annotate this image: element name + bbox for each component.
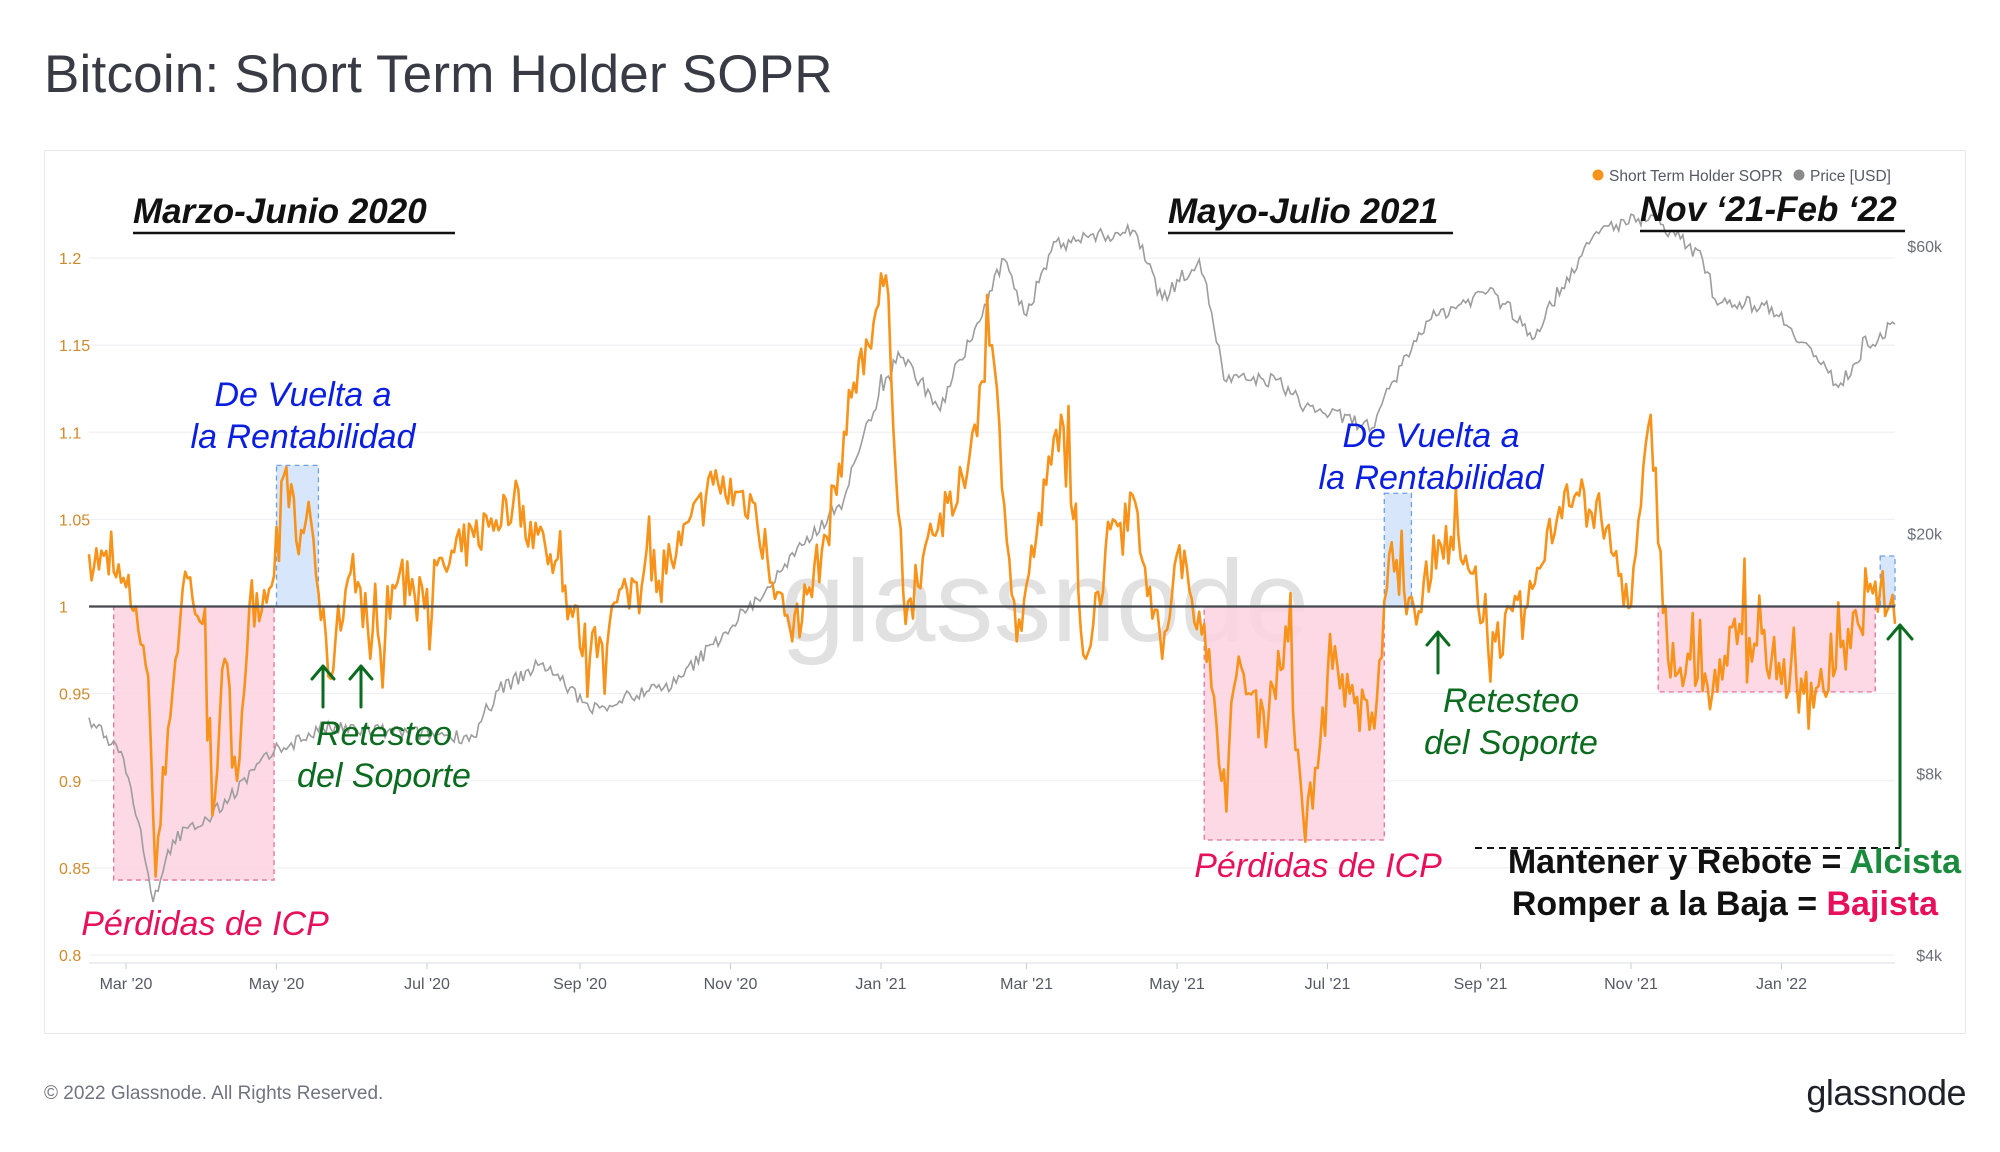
y-left-tick-label: 1.2: [59, 251, 81, 268]
y-left-tick-label: 1.1: [59, 425, 81, 442]
profit-label-2020-line1: De Vuelta a: [214, 376, 391, 414]
y-left-tick-label: 1.05: [59, 512, 90, 529]
x-tick-label: Mar '21: [1000, 976, 1053, 993]
up-arrow-icon: [1886, 623, 1914, 848]
y-left-tick-label: 1.15: [59, 338, 90, 355]
period-header-2022: Nov ‘21-Feb ‘22: [1640, 190, 1897, 229]
x-tick-label: Mar '20: [100, 976, 153, 993]
y-left-tick-label: 0.8: [59, 948, 81, 965]
price-series-line: [88, 212, 1896, 903]
legend-sopr-label: Short Term Holder SOPR: [1609, 168, 1783, 185]
legend[interactable]: Short Term Holder SOPR Price [USD]: [1592, 168, 1891, 185]
y-right-tick-label: $8k: [1916, 767, 1943, 784]
profit-labels: De Vuelta a la Rentabilidad De Vuelta a …: [191, 376, 1545, 497]
x-tick-label: Sep '21: [1454, 976, 1508, 993]
rule2-text: Romper a la Baja =: [1512, 885, 1827, 923]
y-right-tick-label: $4k: [1916, 948, 1943, 965]
y-axis-right: $4k $8k $20k $60k: [1907, 239, 1943, 965]
rules-legend: Mantener y Rebote = Alcista Romper a la …: [1508, 843, 1962, 923]
legend-sopr-dot: [1592, 169, 1604, 181]
x-tick-label: May '21: [1149, 976, 1205, 993]
period-header-2021: Mayo-Julio 2021: [1168, 192, 1438, 231]
rule2-word: Bajista: [1827, 885, 1940, 923]
x-tick-label: Jan '22: [1756, 976, 1807, 993]
profit-label-2020-line2: la Rentabilidad: [191, 418, 417, 456]
y-left-tick-label: 1: [59, 600, 68, 617]
legend-price-label: Price [USD]: [1810, 168, 1891, 185]
sopr-series-line: [87, 272, 1897, 878]
rule-break-down: Romper a la Baja = Bajista: [1512, 885, 1939, 923]
up-arrow-icon: [310, 664, 336, 709]
footer-copyright: © 2022 Glassnode. All Rights Reserved.: [44, 1083, 384, 1104]
retest-label-2020-line1: Retesteo: [316, 715, 452, 753]
rule1-text: Mantener y Rebote =: [1508, 843, 1850, 881]
y-right-tick-label: $20k: [1907, 527, 1943, 544]
up-arrow-icon: [348, 664, 374, 709]
x-tick-label: Jul '21: [1305, 976, 1351, 993]
x-tick-label: Sep '20: [553, 976, 607, 993]
up-arrow-icon: [1425, 630, 1451, 675]
legend-price-dot: [1793, 169, 1805, 181]
y-right-tick-label: $60k: [1907, 239, 1943, 256]
rule-hold-bounce: Mantener y Rebote = Alcista: [1508, 843, 1962, 881]
period-header-2020: Marzo-Junio 2020: [133, 192, 427, 231]
retest-label-2021-line1: Retesteo: [1443, 682, 1579, 720]
retest-labels: Retesteo del Soporte Retesteo del Soport…: [297, 682, 1598, 795]
chart-svg: glassnode 0.80.850.90.9511.051.11.151.2 …: [59, 168, 1962, 993]
profit-label-2021-line1: De Vuelta a: [1342, 417, 1519, 455]
y-left-tick-label: 0.85: [59, 861, 90, 878]
footer-logo: glassnode: [1806, 1072, 1966, 1113]
x-tick-label: Nov '21: [1604, 976, 1658, 993]
rule1-word: Alcista: [1850, 843, 1963, 881]
profit-label-2021-line2: la Rentabilidad: [1319, 459, 1545, 497]
loss-label-2021: Pérdidas de ICP: [1194, 847, 1442, 885]
loss-zone: [113, 605, 275, 881]
x-tick-label: Jul '20: [404, 976, 450, 993]
retest-label-2020-line2: del Soporte: [297, 757, 471, 795]
page-title: Bitcoin: Short Term Holder SOPR: [44, 45, 833, 104]
x-tick-label: May '20: [249, 976, 305, 993]
retest-label-2021-line2: del Soporte: [1424, 724, 1598, 762]
loss-labels: Pérdidas de ICP Pérdidas de ICP: [81, 847, 1442, 943]
y-axis-left: 0.8 0.85 0.9 0.95 1 1.05 1.1 1.15 1.2: [59, 251, 90, 965]
loss-label-2020: Pérdidas de ICP: [81, 905, 329, 943]
x-tick-label: Jan '21: [855, 976, 906, 993]
chart-frame: glassnode 0.8 0.85 0.9 0.95 1 1.05 1.1 1.15 1.2 …: [44, 150, 1966, 1034]
x-tick-label: Nov '20: [704, 976, 758, 993]
period-headers: Marzo-Junio 2020 Mayo-Julio 2021 Nov ‘21…: [133, 190, 1905, 235]
x-axis: Mar '20 May '20 Jul '20 Sep '20 Nov '20 Jan '…: [89, 962, 1895, 993]
profit-zone: [275, 464, 320, 608]
y-left-tick-label: 0.95: [59, 687, 90, 704]
y-left-tick-label: 0.9: [59, 774, 81, 791]
retest-arrows: [310, 623, 1914, 848]
